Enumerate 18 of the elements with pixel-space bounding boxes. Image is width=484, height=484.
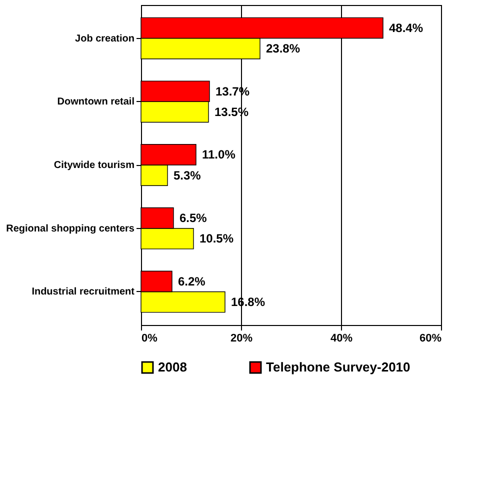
- legend-label: Telephone Survey-2010: [266, 360, 410, 375]
- legend-label: 2008: [158, 360, 187, 375]
- y-tick-label: Downtown retail: [57, 96, 135, 108]
- x-tick-label: 40%: [330, 332, 353, 344]
- data-label: 5.3%: [174, 168, 202, 182]
- x-tick-label: 0%: [142, 332, 158, 344]
- data-label: 11.0%: [202, 148, 236, 162]
- y-tick-label: Citywide tourism: [54, 160, 135, 171]
- data-label: 48.4%: [389, 20, 424, 35]
- data-label: 10.5%: [200, 232, 234, 246]
- data-label: 6.5%: [180, 211, 208, 226]
- data-label: 23.8%: [266, 42, 300, 56]
- x-tick-label: 20%: [230, 332, 253, 344]
- y-tick-label: Job creation: [75, 33, 134, 44]
- y-tick-label: Regional shopping centers: [6, 223, 135, 234]
- x-tick-label: 60%: [419, 332, 442, 344]
- data-label: 6.2%: [178, 274, 206, 288]
- y-tick-label: Industrial recruitment: [32, 286, 136, 298]
